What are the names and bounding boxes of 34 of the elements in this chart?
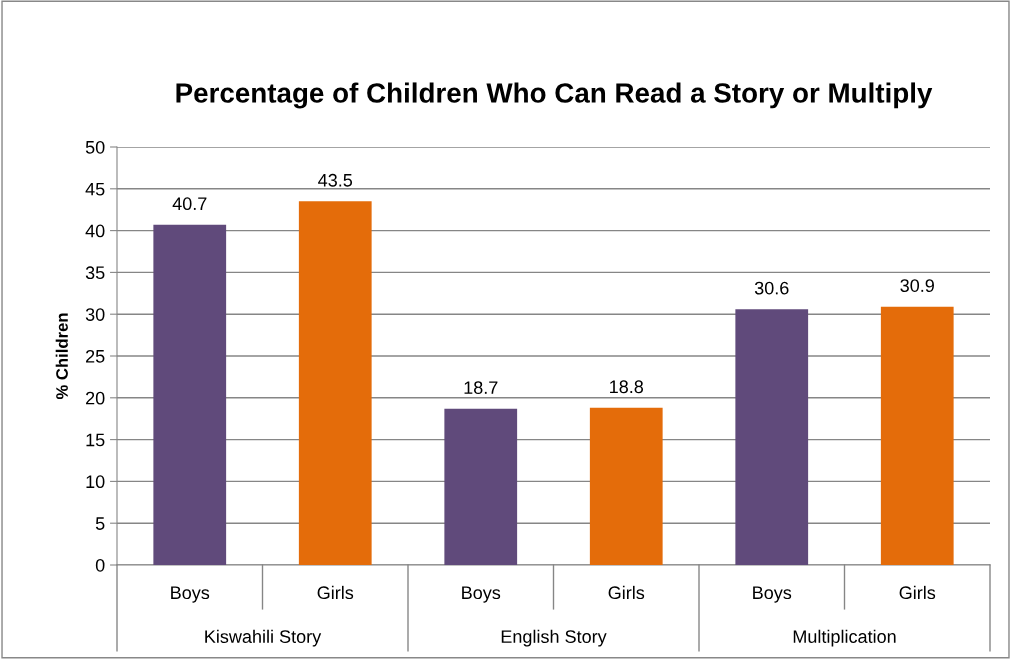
- data-label: 30.9: [900, 279, 934, 292]
- text: English Story: [501, 629, 607, 647]
- x-tick-label: Girls: [608, 585, 645, 600]
- x-tick-label: Boys: [462, 586, 501, 603]
- y-tick-label: 35: [85, 266, 105, 280]
- y-tick-label: 40: [85, 224, 105, 238]
- text: Multiplication: [793, 629, 896, 647]
- y-tick-label: 10: [86, 475, 105, 489]
- y-tick-label: 0: [95, 558, 105, 572]
- data-label: 18.7: [464, 381, 498, 394]
- bar: [880, 306, 954, 565]
- x-tick-label: Girls: [899, 585, 936, 600]
- x-tick-label: Girls: [317, 585, 354, 600]
- data-label: 40.7: [172, 197, 207, 211]
- data-label: 30.6: [754, 281, 789, 295]
- y-tick-label: 5: [95, 517, 105, 530]
- y-tick-label: 25: [86, 349, 105, 363]
- bar: [735, 309, 809, 565]
- y-tick-label: 20: [86, 391, 105, 405]
- y-tick-label: 45: [85, 182, 105, 196]
- bar: [589, 407, 663, 565]
- bar: [444, 408, 518, 565]
- data-label: 43.5: [318, 173, 353, 187]
- chart-title: Percentage of Children Who Can Read a Story or Multiply: [176, 82, 933, 109]
- bar: [153, 224, 227, 565]
- y-tick-label: 15: [86, 433, 105, 447]
- data-label: 18.8: [610, 380, 644, 394]
- y-axis-title: % Children: [55, 313, 68, 400]
- text: Kiswahili Story: [205, 629, 322, 647]
- x-tick-label: Boys: [753, 586, 792, 603]
- x-tick-label: Boys: [171, 586, 210, 603]
- y-tick-label: 50: [85, 140, 105, 154]
- y-tick-label: 30: [85, 308, 105, 321]
- bar: [298, 201, 372, 565]
